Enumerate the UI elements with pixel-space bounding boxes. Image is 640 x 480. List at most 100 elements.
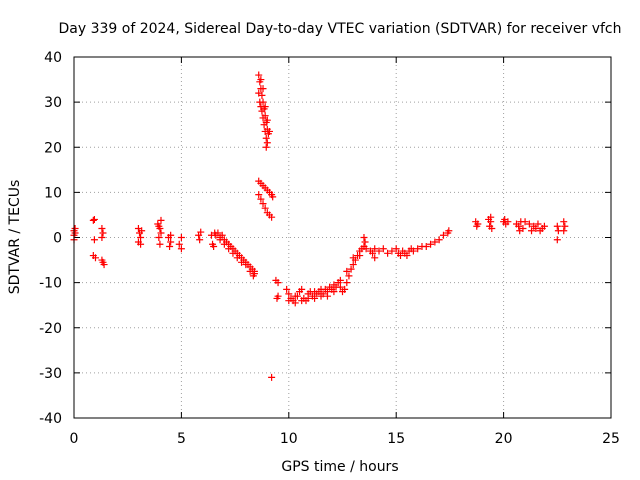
data-point	[166, 243, 174, 251]
data-point	[259, 85, 267, 93]
data-point	[414, 245, 422, 253]
data-point	[516, 227, 524, 235]
data-point	[177, 234, 185, 241]
data-point	[155, 222, 163, 230]
data-point	[259, 200, 267, 208]
data-point	[261, 204, 269, 212]
y-tick-label: -30	[39, 366, 62, 382]
data-point	[265, 127, 273, 135]
data-point	[560, 218, 568, 226]
data-point	[91, 254, 99, 262]
data-point	[341, 285, 349, 293]
data-point	[260, 121, 268, 129]
data-point	[521, 218, 529, 226]
data-point	[157, 229, 165, 237]
y-tick-label: -20	[39, 321, 62, 337]
data-point	[274, 279, 282, 287]
data-point	[536, 227, 544, 235]
x-tick-label: 5	[177, 431, 186, 447]
data-point	[261, 103, 269, 111]
data-point	[98, 234, 106, 241]
y-tick-label: -10	[39, 276, 62, 292]
x-axis-label: GPS time / hours	[281, 459, 398, 475]
data-point	[369, 249, 377, 257]
y-tick-label: 20	[44, 140, 62, 156]
data-point	[330, 288, 338, 296]
data-point	[285, 297, 293, 305]
data-point	[257, 76, 265, 84]
data-point	[560, 227, 568, 235]
data-point	[246, 267, 254, 275]
data-point	[268, 373, 276, 381]
data-point	[343, 279, 351, 287]
x-tick-labels: 0 5 10 15 20 25	[70, 431, 620, 447]
data-point	[349, 254, 357, 262]
data-point	[157, 216, 165, 224]
data-point	[197, 228, 205, 236]
data-point	[360, 234, 368, 241]
data-point	[553, 236, 561, 244]
data-point	[431, 238, 439, 246]
data-point	[138, 227, 146, 235]
data-point	[375, 247, 383, 255]
data-point	[343, 267, 351, 275]
data-point	[532, 224, 540, 232]
y-tick-label: 40	[44, 50, 62, 66]
data-point	[304, 294, 312, 302]
data-point	[345, 272, 353, 280]
data-point	[262, 143, 270, 151]
data-point	[439, 231, 447, 239]
data-point	[427, 240, 435, 248]
data-point	[216, 236, 224, 244]
data-point	[487, 213, 495, 221]
plot-frame	[73, 56, 612, 419]
data-point	[255, 89, 263, 97]
data-point	[89, 216, 97, 224]
data-point	[298, 285, 306, 293]
y-tick-label: 0	[53, 231, 62, 247]
data-point	[336, 276, 344, 284]
data-point	[540, 222, 548, 230]
data-point	[256, 98, 264, 106]
data-point	[388, 247, 396, 255]
data-point	[319, 290, 327, 298]
data-point	[403, 252, 411, 260]
data-point	[525, 220, 533, 228]
grid-lines	[74, 57, 611, 418]
data-point	[435, 236, 443, 244]
data-point	[361, 238, 369, 246]
data-point	[409, 247, 417, 255]
data-point	[220, 240, 228, 248]
data-point	[268, 213, 276, 221]
data-point	[362, 245, 370, 253]
y-axis-label: SDTVAR / TECUs	[7, 180, 23, 295]
data-point	[384, 249, 392, 257]
data-point	[258, 107, 266, 115]
data-point	[196, 236, 204, 244]
data-point	[445, 227, 453, 235]
y-tick-label: 10	[44, 185, 62, 201]
data-point	[274, 292, 282, 300]
data-point	[99, 258, 107, 266]
y-tick-labels: -40 -30 -20 -10 0 10 20 30 40	[39, 50, 62, 427]
data-point	[422, 243, 430, 251]
x-tick-label: 20	[495, 431, 513, 447]
data-point	[501, 215, 509, 223]
data-point	[137, 240, 145, 248]
data-point	[218, 231, 226, 239]
data-points	[70, 71, 569, 381]
data-point	[167, 231, 175, 239]
data-point	[379, 245, 387, 253]
data-point	[90, 215, 98, 223]
data-point	[528, 227, 536, 235]
data-point	[269, 193, 277, 201]
data-point	[255, 191, 263, 199]
x-tick-label: 0	[70, 431, 79, 447]
data-point	[323, 292, 331, 300]
data-point	[233, 254, 241, 262]
data-point	[262, 134, 270, 142]
data-point	[473, 222, 481, 230]
data-point	[347, 265, 355, 273]
